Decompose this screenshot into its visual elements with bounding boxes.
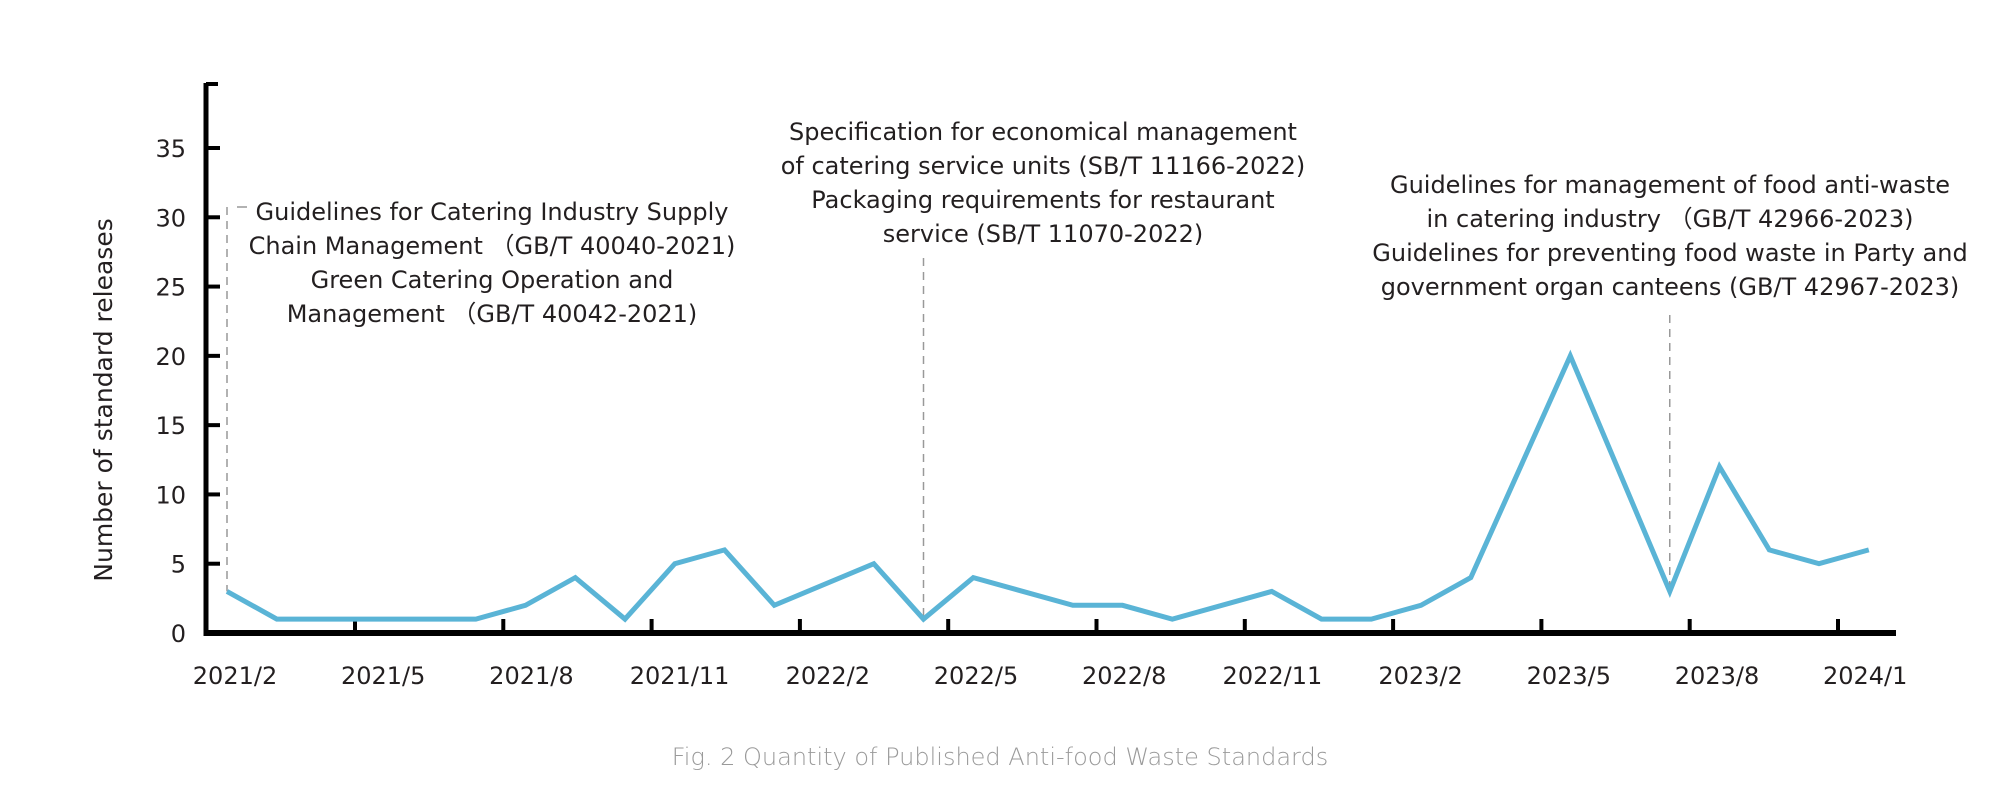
figure-caption: Fig. 2 Quantity of Published Anti-food W… — [671, 743, 1329, 771]
y-tick-label: 5 — [171, 551, 186, 579]
x-tick-label: 2021/8 — [489, 662, 573, 690]
x-tick-label: 2021/5 — [341, 662, 425, 690]
x-tick-label: 2024/1 — [1823, 662, 1907, 690]
annotation-text-line: Guidelines for management of food anti-w… — [1390, 171, 1950, 199]
axes: 0 5 10 15 20 25 30 35 Number of standard release… — [89, 82, 1907, 690]
y-tick-label: 25 — [155, 274, 186, 302]
x-tick-label: 2023/5 — [1527, 662, 1611, 690]
annotation-text-line: of catering service units (SB/T 11166-20… — [781, 152, 1306, 180]
y-tick-label: 35 — [155, 135, 186, 163]
y-axis-title: Number of standard releases — [89, 218, 118, 581]
x-tick-label: 2021/11 — [630, 662, 730, 690]
annotations: Guidelines for Catering Industry Supply C… — [226, 118, 1968, 620]
annotation-text-line: Green Catering Operation and — [311, 266, 674, 294]
y-tick-label: 0 — [171, 620, 186, 648]
x-tick-label: 2022/5 — [934, 662, 1018, 690]
y-tick-label: 15 — [155, 412, 186, 440]
annotation-text-line: Guidelines for Catering Industry Supply — [256, 198, 729, 226]
x-tick-label: 2023/2 — [1378, 662, 1462, 690]
y-tick-label: 10 — [155, 481, 186, 509]
annotation-text-line: government organ canteens (GB/T 42967-20… — [1381, 273, 1960, 301]
x-tick-label: 2021/2 — [193, 662, 277, 690]
annotation-text-line: in catering industry （GB/T 42966-2023) — [1426, 205, 1913, 233]
annotation-text-line: service (SB/T 11070-2022) — [883, 220, 1203, 248]
x-tick-label: 2022/8 — [1082, 662, 1166, 690]
annotation-text-line: Guidelines for preventing food waste in … — [1372, 239, 1967, 267]
annotation-text-line: Specification for economical management — [789, 118, 1297, 146]
annotation-text-line: Packaging requirements for restaurant — [811, 186, 1274, 214]
x-tick-label: 2022/11 — [1223, 662, 1323, 690]
series — [225, 349, 1870, 623]
y-tick-label: 20 — [155, 343, 186, 371]
line-chart: Guidelines for Catering Industry Supply C… — [89, 82, 1968, 690]
x-tick-label: 2022/2 — [786, 662, 870, 690]
x-tick-label: 2023/8 — [1675, 662, 1759, 690]
annotation-text-line: Management （GB/T 40042-2021) — [287, 300, 698, 328]
series-line — [225, 349, 1870, 623]
y-tick-label: 30 — [155, 204, 186, 232]
annotation-text-line: Chain Management （GB/T 40040-2021) — [249, 232, 736, 260]
